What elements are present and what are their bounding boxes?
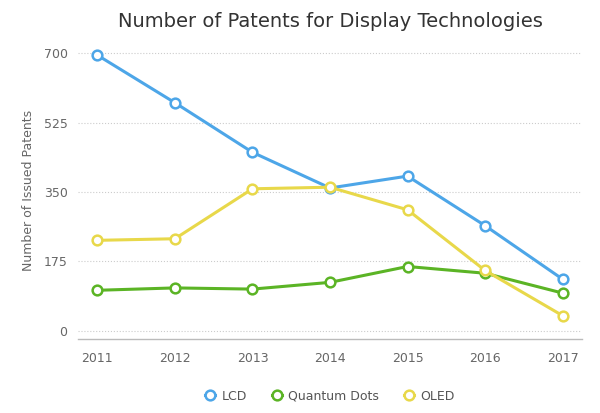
LCD	[94, 53, 101, 58]
Quantum Dots	[326, 280, 334, 285]
LCD	[326, 185, 334, 190]
Quantum Dots	[249, 287, 256, 292]
OLED	[404, 207, 411, 212]
LCD	[172, 100, 179, 105]
Title: Number of Patents for Display Technologies: Number of Patents for Display Technologi…	[118, 12, 542, 31]
LCD	[481, 223, 488, 228]
Quantum Dots	[94, 288, 101, 293]
OLED	[172, 236, 179, 241]
OLED	[249, 186, 256, 191]
Y-axis label: Number of Issued Patents: Number of Issued Patents	[22, 109, 35, 271]
OLED	[559, 313, 566, 318]
Legend: LCD, Quantum Dots, OLED: LCD, Quantum Dots, OLED	[205, 389, 455, 403]
OLED	[94, 238, 101, 243]
Quantum Dots	[559, 291, 566, 296]
OLED	[481, 268, 488, 273]
Line: LCD: LCD	[92, 50, 568, 284]
Line: OLED: OLED	[92, 183, 568, 320]
OLED	[326, 185, 334, 190]
LCD	[559, 277, 566, 282]
LCD	[249, 150, 256, 155]
Line: Quantum Dots: Quantum Dots	[92, 262, 568, 298]
Quantum Dots	[172, 285, 179, 290]
Quantum Dots	[481, 271, 488, 276]
LCD	[404, 173, 411, 178]
Quantum Dots	[404, 264, 411, 269]
